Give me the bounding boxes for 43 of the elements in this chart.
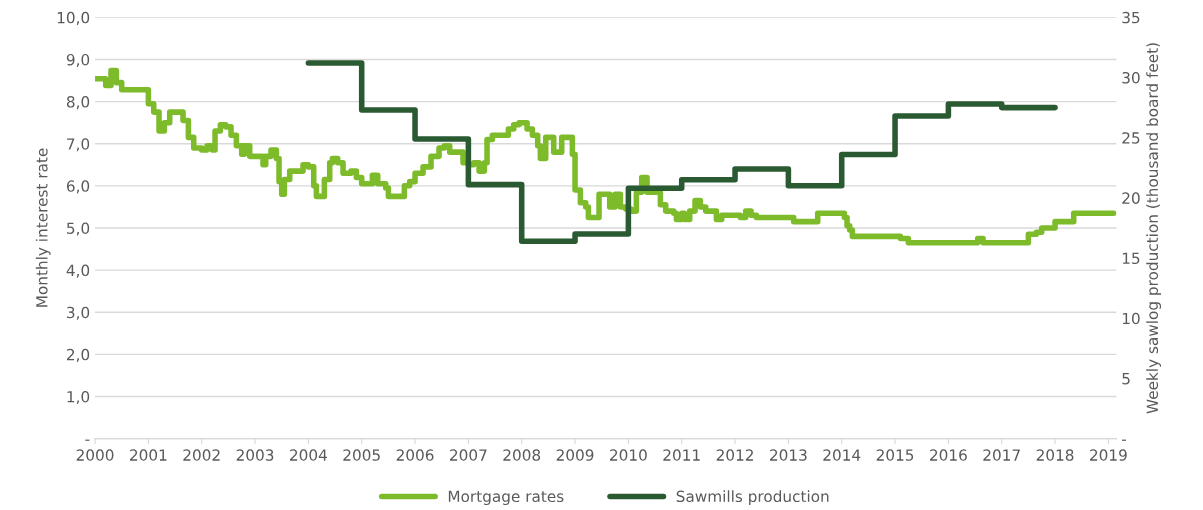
legend-label: Mortgage rates bbox=[448, 490, 564, 506]
y2-tick-label: - bbox=[1121, 439, 1127, 441]
x-tick-label: 2011 bbox=[663, 449, 700, 461]
x-tick-label: 2019 bbox=[1090, 449, 1127, 461]
y-tick-label: 10,0 bbox=[57, 11, 90, 25]
y-tick-label: 4,0 bbox=[66, 264, 90, 278]
x-tick-label: 2018 bbox=[1036, 449, 1074, 461]
x-tick-label: 2005 bbox=[343, 449, 380, 461]
x-tick-label: 2013 bbox=[770, 449, 807, 461]
x-tick-label: 2000 bbox=[76, 449, 114, 461]
y2-tick-label: 15 bbox=[1122, 252, 1140, 265]
y2-axis-title: Weekly sawlog production (thousand board feet) bbox=[1146, 43, 1162, 414]
legend-label: Sawmills production bbox=[676, 490, 829, 506]
x-tick-label: 2009 bbox=[556, 449, 594, 461]
x-tick-label: 2004 bbox=[290, 449, 327, 461]
x-tick-label: 2008 bbox=[503, 449, 541, 461]
x-tick-label: 2002 bbox=[183, 449, 220, 461]
y-tick-label: 9,0 bbox=[66, 53, 90, 68]
y-tick-label: - bbox=[85, 439, 90, 441]
x-tick-label: 2007 bbox=[450, 449, 487, 461]
x-tick-label: 2016 bbox=[930, 449, 967, 461]
y2-tick-label: 30 bbox=[1122, 71, 1140, 84]
x-tick-label: 2001 bbox=[130, 449, 167, 461]
x-tick-label: 2014 bbox=[823, 449, 861, 461]
x-tick-label: 2017 bbox=[983, 449, 1020, 461]
y2-tick-label: 35 bbox=[1122, 11, 1140, 24]
y2-tick-label: 5 bbox=[1122, 373, 1130, 385]
x-tick-label: 2006 bbox=[396, 449, 434, 461]
y2-tick-label: 10 bbox=[1122, 312, 1140, 325]
y2-tick-label: 20 bbox=[1122, 192, 1140, 204]
y2-tick-label: 25 bbox=[1122, 132, 1140, 144]
x-tick-label: 2003 bbox=[236, 449, 274, 461]
x-tick-label: 2012 bbox=[716, 449, 753, 461]
x-tick-label: 2010 bbox=[610, 449, 647, 461]
y-tick-label: 3,0 bbox=[67, 306, 90, 320]
y-axis-title: Monthly interest rate bbox=[35, 148, 51, 307]
y-tick-label: 6,0 bbox=[66, 180, 90, 194]
x-tick-label: 2015 bbox=[876, 449, 914, 461]
y-tick-label: 1,0 bbox=[67, 390, 90, 405]
y-tick-label: 5,0 bbox=[67, 222, 90, 236]
y-tick-label: 7,0 bbox=[67, 138, 90, 152]
y-tick-label: 8,0 bbox=[66, 96, 90, 110]
y-tick-label: 2,0 bbox=[67, 348, 90, 362]
